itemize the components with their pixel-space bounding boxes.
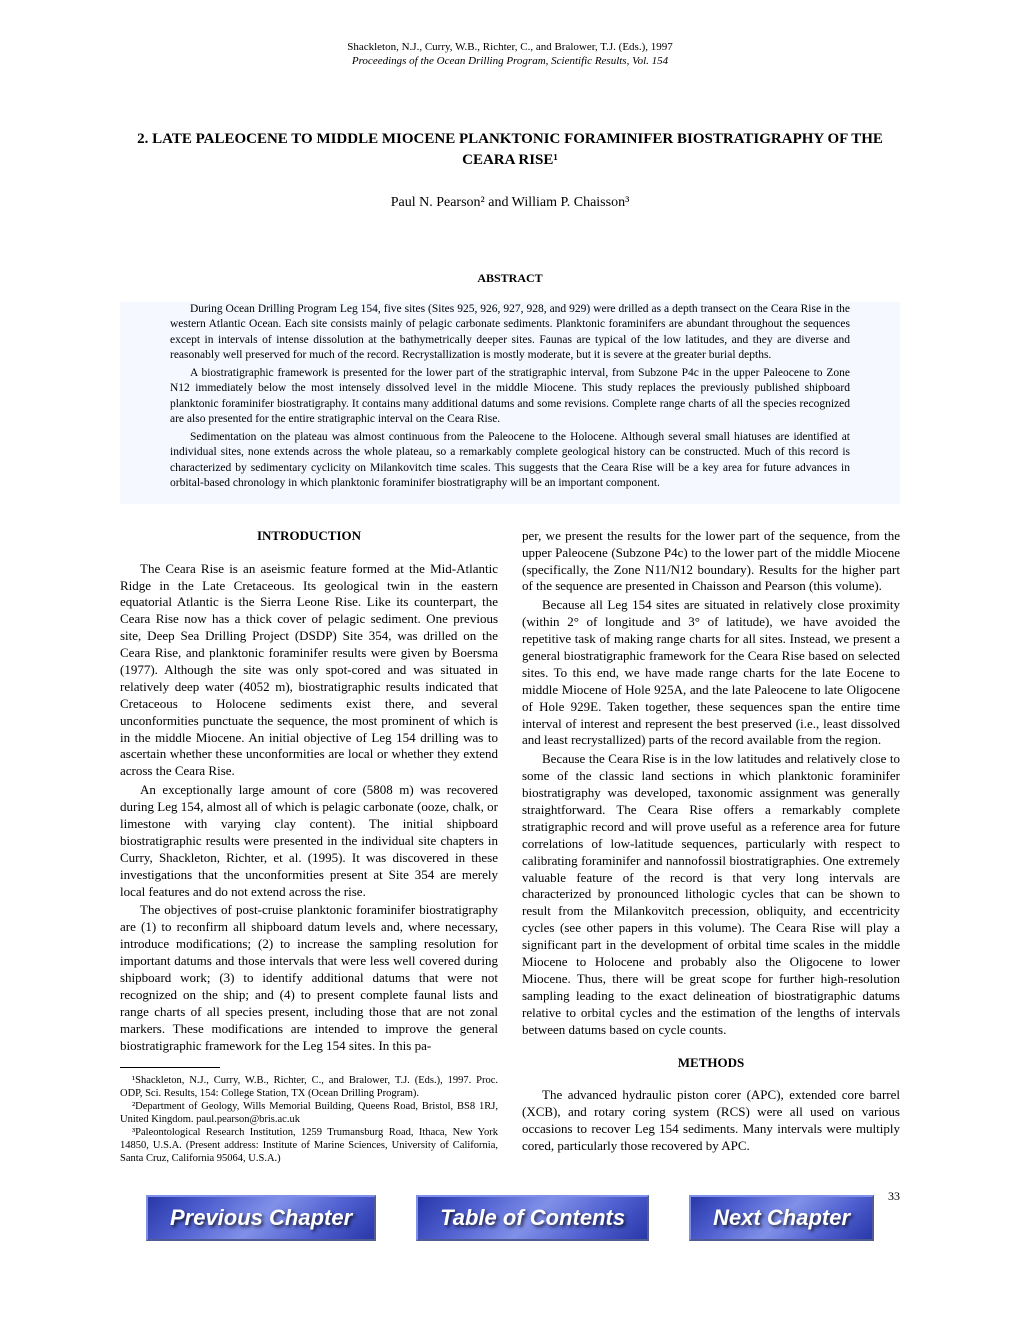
abstract-body: During Ocean Drilling Program Leg 154, f… bbox=[120, 302, 900, 504]
continuation-para: per, we present the results for the lowe… bbox=[522, 528, 900, 596]
editors-line: Shackleton, N.J., Curry, W.B., Richter, … bbox=[120, 40, 900, 54]
header-reference: Shackleton, N.J., Curry, W.B., Richter, … bbox=[120, 40, 900, 69]
previous-chapter-button[interactable]: Previous Chapter bbox=[146, 1195, 376, 1241]
methods-para: The advanced hydraulic piston corer (APC… bbox=[522, 1087, 900, 1155]
right-column: per, we present the results for the lowe… bbox=[522, 528, 900, 1166]
intro-para: An exceptionally large amount of core (5… bbox=[120, 782, 498, 900]
abstract-para: A biostratigraphic framework is presente… bbox=[170, 366, 850, 428]
next-chapter-button[interactable]: Next Chapter bbox=[689, 1195, 874, 1241]
abstract-heading: ABSTRACT bbox=[120, 271, 900, 286]
proceedings-line: Proceedings of the Ocean Drilling Progra… bbox=[120, 54, 900, 68]
left-column: INTRODUCTION The Ceara Rise is an aseism… bbox=[120, 528, 498, 1166]
intro-para: The objectives of post-cruise planktonic… bbox=[120, 902, 498, 1054]
authors-line: Paul N. Pearson² and William P. Chaisson… bbox=[120, 195, 900, 211]
abstract-para: During Ocean Drilling Program Leg 154, f… bbox=[170, 302, 850, 364]
page-container: Shackleton, N.J., Curry, W.B., Richter, … bbox=[0, 0, 1020, 1185]
introduction-heading: INTRODUCTION bbox=[120, 528, 498, 545]
body-columns: INTRODUCTION The Ceara Rise is an aseism… bbox=[120, 528, 900, 1166]
intro-para: The Ceara Rise is an aseismic feature fo… bbox=[120, 561, 498, 781]
footnote: ³Paleontological Research Institution, 1… bbox=[120, 1126, 498, 1165]
footnote-separator bbox=[120, 1067, 220, 1068]
body-para: Because all Leg 154 sites are situated i… bbox=[522, 597, 900, 749]
footnotes-block: ¹Shackleton, N.J., Curry, W.B., Richter,… bbox=[120, 1074, 498, 1166]
page-number: 33 bbox=[888, 1189, 900, 1204]
methods-heading: METHODS bbox=[522, 1055, 900, 1072]
nav-bar: Previous Chapter Table of Contents Next … bbox=[0, 1185, 1020, 1257]
body-para: Because the Ceara Rise is in the low lat… bbox=[522, 751, 900, 1038]
footnote: ²Department of Geology, Wills Memorial B… bbox=[120, 1100, 498, 1126]
chapter-title: 2. LATE PALEOCENE TO MIDDLE MIOCENE PLAN… bbox=[120, 129, 900, 171]
footnote: ¹Shackleton, N.J., Curry, W.B., Richter,… bbox=[120, 1074, 498, 1100]
table-of-contents-button[interactable]: Table of Contents bbox=[416, 1195, 649, 1241]
abstract-para: Sedimentation on the plateau was almost … bbox=[170, 430, 850, 492]
